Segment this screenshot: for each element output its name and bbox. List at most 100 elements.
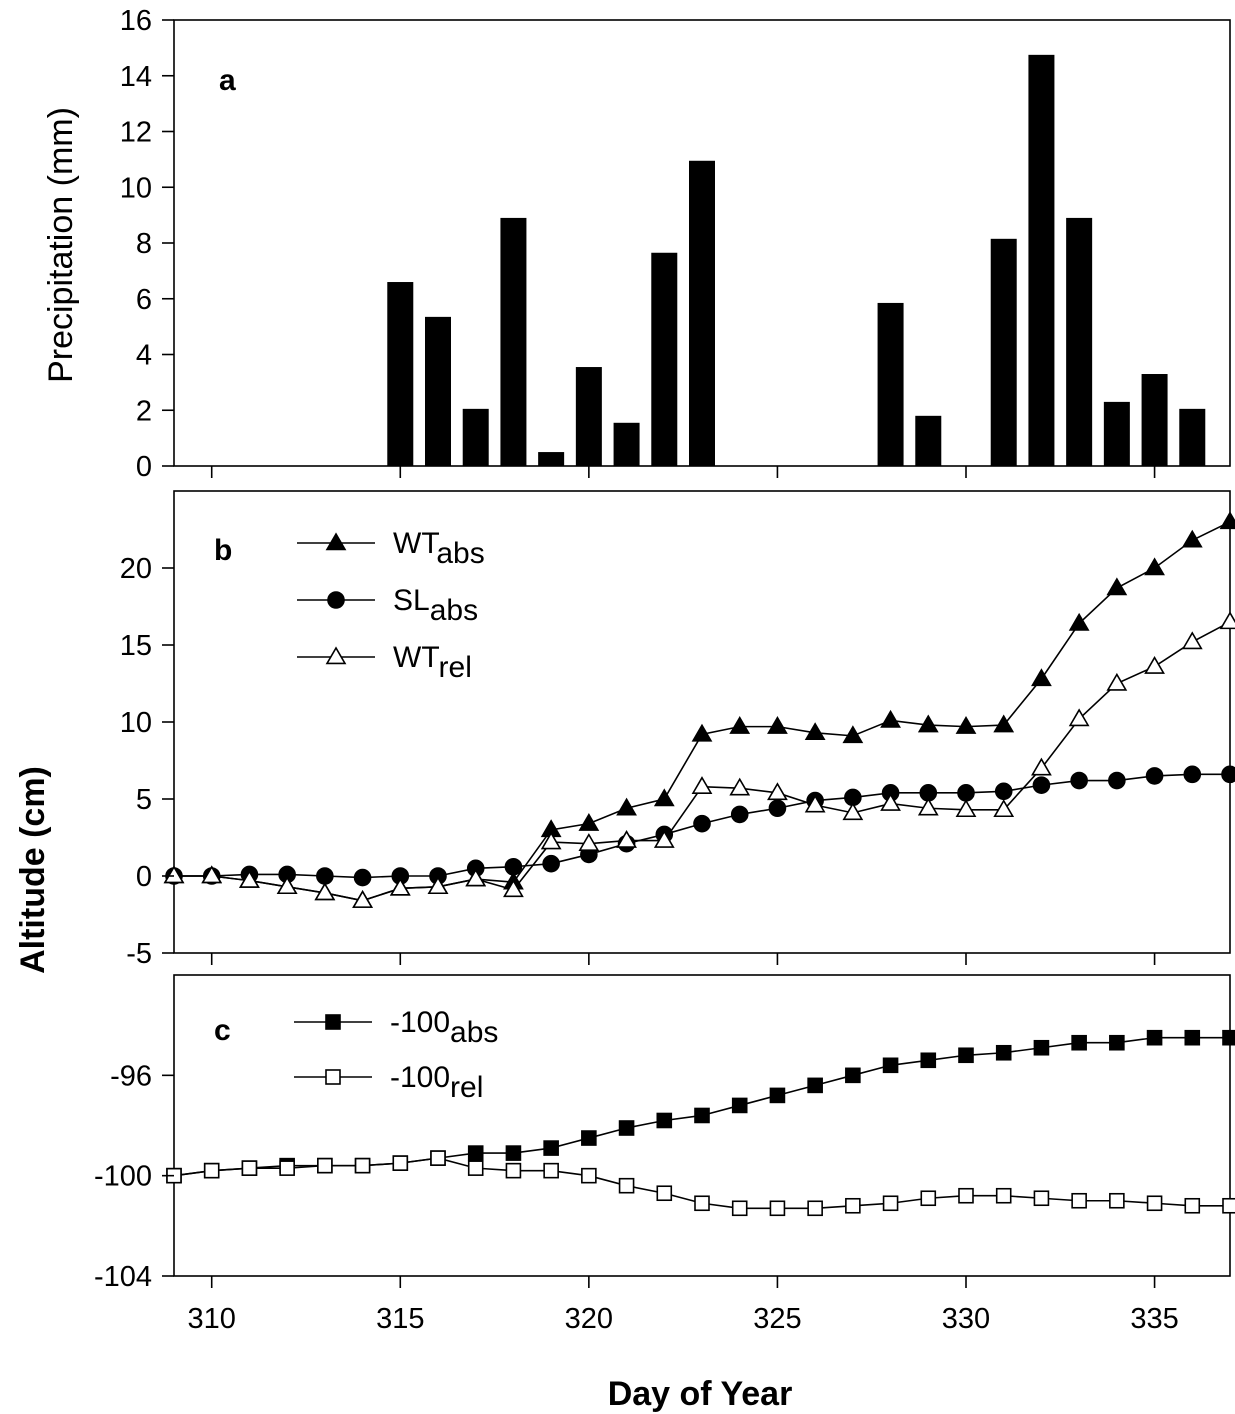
- panel-b-series-1-point-334: [1108, 771, 1126, 790]
- panel-c-series-1-point-312: [279, 1160, 295, 1176]
- panel-a-ytick-label-12: 12: [120, 117, 152, 149]
- precip-bar-333: [1066, 217, 1093, 466]
- panel-b-series-2-point-324: [729, 777, 751, 796]
- precip-bar-336: [1179, 408, 1206, 466]
- panel-b-series-2-point-331: [993, 799, 1015, 818]
- panel-b-series-2-point-314: [352, 890, 373, 908]
- panel-b-series-0-point-334: [1106, 577, 1128, 596]
- panel-c-series-0-point-325: [769, 1087, 786, 1104]
- panel-c-series-1-point-323: [694, 1195, 710, 1212]
- panel-b-ytick-label-15: 15: [120, 630, 152, 662]
- panel-b-ytick-label-10: 10: [120, 707, 152, 739]
- panel-b-series-2-point-330: [955, 799, 977, 818]
- panel-c-series-1-point-320: [581, 1167, 597, 1184]
- panel-c-legend-label-1: -100rel: [390, 1061, 483, 1104]
- panel-b-series-2-point-325: [767, 782, 788, 801]
- panel-c-series-1-point-321: [618, 1177, 635, 1194]
- panel-b-legend-subscript-1: abs: [430, 594, 478, 627]
- panel-c-series-0-point-318: [505, 1145, 522, 1161]
- panel-a-ytick-label-16: 16: [120, 5, 152, 37]
- panel-a-panel-label: a: [219, 64, 236, 97]
- panel-c-legend-marker-0: [325, 1014, 341, 1030]
- panel-c-series-1-point-330: [958, 1187, 974, 1204]
- panel-c-series-1-point-332: [1033, 1190, 1050, 1207]
- panel-c-legend-marker-1: [325, 1069, 341, 1085]
- panel-c-series-1-point-333: [1071, 1192, 1087, 1209]
- panel-b-series-2-point-337: [1219, 611, 1235, 630]
- precipitation-axis-title: Precipitation (mm): [42, 107, 80, 383]
- panel-c-series-1-point-336: [1184, 1197, 1201, 1214]
- panel-c-series-0-point-320: [581, 1130, 597, 1146]
- panel-b-series-2-point-321: [616, 829, 637, 848]
- panel-b-legend-name-1: SL: [393, 584, 430, 617]
- panel-b-series-2-point-320: [578, 833, 600, 851]
- panel-c-legend-subscript-1: rel: [450, 1071, 483, 1104]
- panel-b-series-0-point-322: [653, 788, 675, 807]
- panel-a-ytick-label-4: 4: [136, 340, 152, 372]
- panel-c-series-1-point-329: [920, 1190, 937, 1207]
- panel-b-legend-marker-1: [327, 591, 345, 609]
- panel-b-legend-name-2: WT: [393, 641, 439, 674]
- panel-c-series-0-point-329: [920, 1052, 937, 1069]
- precip-bar-331: [990, 238, 1017, 466]
- panel-b-series-0-point-327: [842, 725, 864, 744]
- panel-c-series-1-point-335: [1146, 1195, 1163, 1212]
- panel-b-series-1-point-325: [768, 799, 787, 818]
- panel-c-series-0-point-336: [1184, 1029, 1201, 1046]
- precip-bar-319: [538, 452, 565, 466]
- panel-c-series-1-point-327: [845, 1197, 861, 1214]
- panel-b-series-0-point-325: [767, 716, 788, 734]
- precip-bar-318: [500, 217, 527, 466]
- panel-c-series-0-point-334: [1109, 1034, 1125, 1051]
- panel-c-series-0-point-332: [1033, 1039, 1050, 1056]
- panel-c-series-0-point-333: [1071, 1034, 1087, 1051]
- panel-b-series-2-point-333: [1068, 708, 1090, 727]
- x-axis-title: Day of Year: [608, 1375, 793, 1413]
- panel-b-series-2-point-311: [239, 870, 260, 888]
- panel-b-series-1-point-324: [730, 805, 749, 824]
- panel-b-series-line-0: [174, 521, 1231, 902]
- panel-b-series-1-point-333: [1070, 771, 1088, 790]
- precip-bar-317: [462, 408, 489, 466]
- panel-b-series-1-point-332: [1032, 776, 1051, 794]
- panel-b-series-2-point-334: [1106, 672, 1128, 691]
- panel-c-panel-label: c: [214, 1014, 231, 1047]
- panel-c-series-1-point-325: [769, 1200, 786, 1217]
- panel-b-series-0-point-337: [1219, 511, 1235, 530]
- panel-c-series-0-point-319: [543, 1140, 559, 1156]
- x-tick-label-325: 325: [753, 1303, 801, 1335]
- precip-bar-323: [689, 160, 715, 467]
- panel-b-ytick-label-0: 0: [136, 861, 152, 893]
- panel-c-ytick-label--100: -100: [94, 1161, 152, 1193]
- panel-c-series-1-point-326: [807, 1200, 823, 1217]
- panel-b-series-0-point-335: [1144, 557, 1165, 576]
- panel-c-legend-label-0: -100abs: [390, 1006, 498, 1049]
- panel-c-series-0-point-337: [1222, 1029, 1235, 1046]
- panel-b-series-0-point-331: [993, 714, 1015, 733]
- panel-c-series-0-point-323: [694, 1107, 710, 1124]
- panel-b-series-1-point-313: [316, 867, 334, 885]
- panel-c-series-0-point-328: [882, 1057, 899, 1074]
- panel-c-series-1-point-318: [505, 1162, 522, 1179]
- panel-b-series-2-point-326: [804, 794, 826, 813]
- precip-bar-334: [1103, 401, 1130, 466]
- panel-c-series-1-point-313: [317, 1157, 333, 1174]
- panel-b-series-0-point-328: [880, 709, 901, 728]
- panel-b-series-0-point-320: [578, 813, 600, 831]
- panel-b-series-2-point-322: [653, 829, 675, 848]
- panel-c-series-line-0: [173, 1036, 1230, 1177]
- panel-a-ytick-label-2: 2: [136, 395, 152, 427]
- panel-c-series-1-point-319: [543, 1162, 559, 1179]
- panel-b-series-2-point-318: [503, 879, 524, 898]
- panel-b-series-2-point-319: [540, 831, 562, 850]
- panel-b-series-0-point-324: [729, 716, 751, 734]
- panel-b-series-2-point-332: [1031, 757, 1052, 776]
- panel-b-series-2-point-335: [1144, 655, 1165, 674]
- x-tick-label-320: 320: [565, 1303, 613, 1335]
- panel-b-series-2-point-315: [389, 877, 411, 896]
- panel-b-legend-label-0: WTabs: [393, 527, 485, 570]
- x-tick-label-330: 330: [942, 1303, 990, 1335]
- precip-bar-320: [575, 367, 602, 466]
